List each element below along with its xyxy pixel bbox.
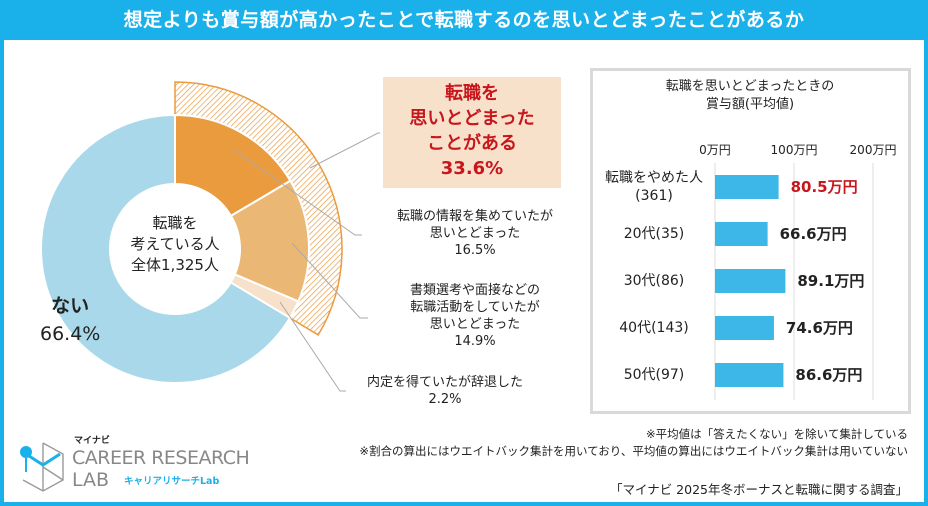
label-text: 転職活動をしていたが bbox=[410, 300, 540, 315]
logo-text: LAB bbox=[72, 469, 110, 491]
logo-sub: キャリアリサーチLab bbox=[124, 476, 220, 487]
category-line: 20代(35) bbox=[623, 226, 685, 242]
category-line: 50代(97) bbox=[623, 367, 685, 383]
highlight-line: ことがある bbox=[427, 133, 517, 154]
bar bbox=[715, 363, 784, 387]
bar bbox=[715, 316, 774, 340]
bar bbox=[715, 175, 779, 199]
label-pct: 66.4% bbox=[40, 323, 101, 345]
label-text: 思いとどまった bbox=[429, 226, 521, 241]
label-text: 思いとどまった bbox=[429, 317, 521, 332]
tick-label: 200万円 bbox=[849, 143, 897, 157]
title-line: 賞与額(平均値) bbox=[705, 97, 795, 112]
highlight-pct: 33.6% bbox=[440, 158, 504, 179]
leader-line-seg1 bbox=[233, 149, 362, 236]
source: 「マイナビ 2025年冬ボーナスと転職に関する調査」 bbox=[609, 482, 908, 497]
label-pct: 2.2% bbox=[428, 392, 462, 407]
donut-center-label: 転職を 考えている人 全体1,325人 bbox=[115, 213, 235, 276]
center-line: 全体1,325人 bbox=[131, 256, 219, 274]
title-line: 転職を思いとどまったときの bbox=[665, 79, 835, 94]
highlight-line: 転職を bbox=[445, 83, 499, 104]
donut-chart bbox=[40, 81, 380, 392]
page-title: 想定よりも賞与額が高かったことで転職するのを思いとどまったことがあるか bbox=[0, 0, 928, 40]
notes: ※平均値は「答えたくない」を除いて集計している ※割合の算出にはウエイトバック集… bbox=[359, 426, 908, 460]
logo-brand: マイナビ bbox=[74, 436, 110, 446]
label-pct: 14.9% bbox=[454, 334, 496, 349]
category-line: (361) bbox=[635, 188, 673, 204]
label-seg1: 転職の情報を集めていたが 思いとどまった 16.5% bbox=[380, 208, 570, 259]
value-label: 74.6万円 bbox=[785, 319, 853, 337]
category-label: 20代(35) bbox=[594, 225, 714, 243]
value-label: 66.6万円 bbox=[779, 225, 847, 243]
logo-text: CAREER RESEARCH bbox=[72, 447, 250, 469]
category-label: 50代(97) bbox=[594, 366, 714, 384]
center-line: 転職を bbox=[152, 214, 198, 232]
bar-chart-title: 転職を思いとどまったときの 賞与額(平均値) bbox=[600, 78, 900, 114]
label-text: 書類選考や面接などの bbox=[409, 283, 540, 298]
label-text: 内定を得ていたが辞退した bbox=[366, 375, 523, 390]
leader-line-seg2 bbox=[291, 242, 368, 319]
category-line: 転職をやめた人 bbox=[605, 170, 703, 186]
value-label: 89.1万円 bbox=[797, 272, 865, 290]
bar bbox=[715, 269, 786, 293]
category-line: 40代(143) bbox=[619, 320, 689, 336]
leader-line-highlight bbox=[309, 132, 380, 169]
label-pct: 16.5% bbox=[454, 243, 496, 258]
center-line: 考えている人 bbox=[130, 235, 220, 253]
note: ※割合の算出にはウエイトバック集計を用いており、平均値の算出にはウエイトバック集… bbox=[359, 444, 908, 458]
category-label: 40代(143) bbox=[594, 319, 714, 337]
label-no: ない 66.4% bbox=[40, 292, 100, 348]
label-seg3: 内定を得ていたが辞退した 2.2% bbox=[345, 374, 545, 408]
bar-chart-panel bbox=[590, 68, 911, 414]
tick-label: 100万円 bbox=[770, 143, 818, 157]
bar bbox=[715, 222, 768, 246]
highlight-box: 転職を 思いとどまった ことがある 33.6% bbox=[383, 77, 561, 188]
category-label: 30代(86) bbox=[594, 272, 714, 290]
category-label: 転職をやめた人 (361) bbox=[594, 169, 714, 205]
value-label: 86.6万円 bbox=[795, 366, 863, 384]
logo-cube-icon bbox=[20, 442, 64, 492]
leader-line-seg3 bbox=[279, 301, 346, 392]
label-text: ない bbox=[51, 295, 90, 317]
label-seg2: 書類選考や面接などの 転職活動をしていたが 思いとどまった 14.9% bbox=[380, 282, 570, 350]
category-line: 30代(86) bbox=[623, 273, 685, 289]
note: ※平均値は「答えたくない」を除いて集計している bbox=[646, 427, 908, 441]
highlight-line: 思いとどまった bbox=[409, 108, 535, 129]
donut-slice-no bbox=[40, 113, 292, 384]
tick-label: 0万円 bbox=[699, 143, 731, 157]
value-label: 80.5万円 bbox=[790, 178, 858, 196]
label-text: 転職の情報を集めていたが bbox=[396, 209, 553, 224]
